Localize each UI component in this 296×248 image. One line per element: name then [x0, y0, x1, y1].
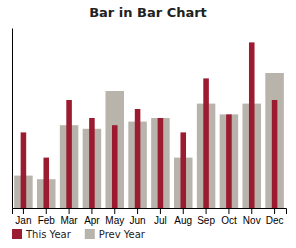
x-tick: Feb — [38, 208, 56, 226]
legend-swatch — [85, 229, 95, 239]
bar — [66, 100, 72, 208]
bar — [21, 132, 27, 208]
x-tick-label: Mar — [60, 215, 78, 226]
x-tick-mark — [251, 208, 252, 214]
bar — [89, 118, 95, 208]
bar — [158, 118, 164, 208]
bar — [272, 100, 278, 208]
series — [21, 42, 278, 208]
x-tick: Aug — [174, 208, 192, 226]
x-tick-label: Nov — [243, 215, 261, 226]
x-tick: Jun — [130, 208, 146, 226]
x-tick-label: Oct — [221, 215, 237, 226]
x-tick: Dec — [266, 208, 284, 226]
bar — [180, 132, 186, 208]
x-tick-mark — [69, 208, 70, 214]
bar — [220, 114, 238, 208]
bar — [151, 118, 169, 208]
x-tick-mark — [228, 208, 229, 214]
bar — [43, 158, 49, 208]
title: Bar in Bar Chart — [89, 5, 207, 20]
x-tick: Apr — [84, 208, 100, 226]
x-tick-mark — [160, 208, 161, 214]
x-tick-label: Dec — [266, 215, 284, 226]
y-axis-line — [12, 29, 13, 209]
bar — [106, 91, 124, 208]
x-tick: Oct — [221, 208, 237, 226]
x-tick: Nov — [243, 208, 261, 226]
x-tick-label: Feb — [38, 215, 56, 226]
legend-item: Prev Year — [85, 229, 146, 240]
bar — [135, 109, 141, 208]
bar — [226, 114, 232, 208]
legend-label: Prev Year — [99, 229, 146, 240]
x-tick-label: Sep — [197, 215, 215, 226]
x-tick-mark — [183, 208, 184, 214]
x-tick: May — [105, 208, 124, 226]
bar — [249, 42, 255, 208]
legend: This Year Prev Year — [12, 229, 146, 240]
series — [14, 73, 284, 208]
x-tick-mark — [114, 208, 115, 214]
x-tick-mark — [23, 208, 24, 214]
x-tick-label: Jun — [130, 215, 146, 226]
x-tick: Jan — [15, 208, 31, 226]
legend-item: This Year — [12, 229, 72, 240]
x-tick-label: Aug — [174, 215, 192, 226]
legend-label: This Year — [25, 229, 72, 240]
bar — [203, 78, 209, 208]
bar — [265, 73, 283, 208]
x-tick-mark — [274, 208, 275, 214]
x-tick-mark — [206, 208, 207, 214]
legend-swatch — [12, 229, 22, 239]
x-tick-mark — [137, 208, 138, 214]
x-tick-label: Jul — [154, 215, 167, 226]
x-tick: Mar — [60, 208, 78, 226]
x-tick-label: Apr — [84, 215, 100, 226]
x-tick-mark — [46, 208, 47, 214]
x-tick-label: Jan — [15, 215, 31, 226]
bar — [112, 125, 118, 208]
x-axis: Jan Feb Mar Apr May Jun Jul Aug Sep Oct Nov Dec — [13, 208, 287, 226]
x-axis-line — [13, 209, 287, 215]
x-tick-label: May — [105, 215, 124, 226]
x-tick: Sep — [197, 208, 215, 226]
chart: Bar in Bar Chart Jan Feb Mar Apr May Jun Jul Aug… — [0, 0, 296, 248]
bars — [14, 42, 284, 208]
x-tick-mark — [91, 208, 92, 214]
x-tick: Jul — [154, 208, 167, 226]
plot: Jan Feb Mar Apr May Jun Jul Aug Sep Oct Nov Dec — [13, 29, 287, 227]
y-axis — [12, 29, 13, 209]
